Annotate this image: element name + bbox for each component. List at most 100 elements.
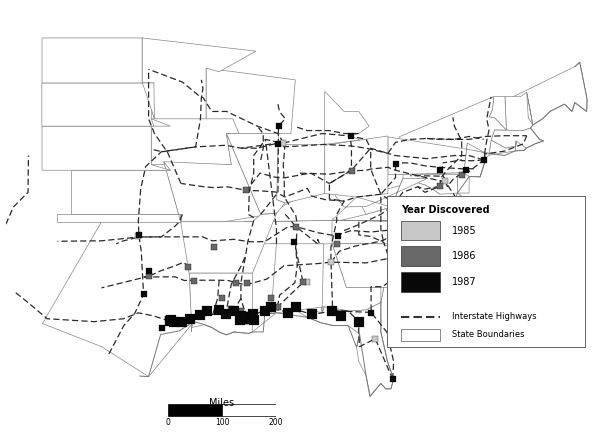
Point bbox=[236, 312, 246, 320]
Bar bbox=[168, 405, 222, 417]
Polygon shape bbox=[189, 273, 253, 335]
Polygon shape bbox=[255, 178, 428, 222]
Point bbox=[248, 311, 258, 318]
Point bbox=[307, 311, 317, 318]
Point bbox=[241, 316, 250, 323]
Polygon shape bbox=[164, 134, 277, 222]
Point bbox=[217, 295, 227, 302]
Polygon shape bbox=[226, 134, 285, 214]
Bar bbox=[401, 272, 440, 292]
Point bbox=[245, 312, 255, 320]
Point bbox=[214, 306, 224, 313]
Point bbox=[455, 228, 465, 235]
Polygon shape bbox=[332, 244, 417, 287]
Text: Year Discovered: Year Discovered bbox=[401, 205, 490, 215]
Point bbox=[291, 223, 301, 230]
Polygon shape bbox=[491, 128, 544, 148]
Point bbox=[242, 280, 252, 287]
Point bbox=[302, 279, 312, 286]
Bar bbox=[401, 247, 440, 266]
Point bbox=[273, 303, 283, 311]
Point bbox=[436, 245, 446, 252]
Point bbox=[260, 308, 269, 315]
Polygon shape bbox=[325, 91, 369, 144]
Polygon shape bbox=[489, 97, 506, 130]
Point bbox=[163, 315, 172, 322]
Point bbox=[479, 156, 488, 163]
Point bbox=[190, 277, 199, 284]
Bar bbox=[401, 329, 440, 341]
Point bbox=[241, 187, 251, 194]
Point bbox=[337, 312, 346, 320]
Point bbox=[328, 308, 337, 315]
Polygon shape bbox=[505, 92, 533, 130]
Point bbox=[326, 259, 336, 266]
Polygon shape bbox=[457, 173, 469, 193]
Polygon shape bbox=[461, 143, 485, 177]
Polygon shape bbox=[515, 141, 526, 151]
Point bbox=[354, 318, 364, 325]
Point bbox=[291, 303, 301, 311]
Point bbox=[235, 317, 245, 324]
Polygon shape bbox=[224, 244, 277, 332]
Point bbox=[169, 319, 178, 326]
Point bbox=[283, 309, 293, 316]
Point bbox=[422, 252, 431, 259]
Point bbox=[391, 224, 400, 231]
Point bbox=[157, 324, 167, 331]
Polygon shape bbox=[151, 119, 239, 165]
Point bbox=[134, 231, 144, 239]
Point bbox=[226, 306, 236, 313]
Point bbox=[166, 317, 175, 324]
Polygon shape bbox=[42, 83, 154, 126]
Point bbox=[266, 295, 275, 302]
Point bbox=[332, 240, 341, 247]
Text: Interstate Highways: Interstate Highways bbox=[452, 312, 537, 321]
Point bbox=[435, 167, 445, 174]
Point bbox=[165, 317, 175, 324]
Polygon shape bbox=[513, 62, 587, 125]
Point bbox=[139, 291, 148, 298]
Point bbox=[238, 315, 247, 322]
Polygon shape bbox=[271, 244, 324, 314]
Text: 1987: 1987 bbox=[452, 277, 477, 287]
Point bbox=[243, 315, 253, 322]
Text: 200: 200 bbox=[269, 418, 283, 427]
Text: Miles: Miles bbox=[209, 398, 235, 408]
Point bbox=[388, 376, 398, 383]
Polygon shape bbox=[403, 174, 466, 200]
Polygon shape bbox=[244, 220, 391, 222]
Polygon shape bbox=[58, 214, 181, 222]
Polygon shape bbox=[142, 38, 256, 134]
Polygon shape bbox=[399, 97, 506, 177]
Point bbox=[221, 311, 231, 318]
Polygon shape bbox=[42, 119, 170, 170]
Text: 1985: 1985 bbox=[452, 226, 477, 235]
Polygon shape bbox=[325, 136, 388, 197]
Point bbox=[244, 313, 254, 320]
Point bbox=[243, 315, 253, 322]
Point bbox=[195, 312, 205, 319]
Text: State Boundaries: State Boundaries bbox=[452, 331, 525, 340]
Point bbox=[275, 122, 284, 129]
Point bbox=[366, 309, 376, 316]
Point bbox=[461, 167, 471, 174]
Point bbox=[229, 308, 239, 315]
Polygon shape bbox=[332, 220, 462, 244]
Polygon shape bbox=[489, 140, 516, 155]
Polygon shape bbox=[43, 222, 194, 376]
Polygon shape bbox=[357, 178, 428, 214]
Point bbox=[239, 314, 249, 321]
Polygon shape bbox=[388, 137, 484, 174]
Point bbox=[144, 273, 154, 280]
Point bbox=[184, 263, 193, 270]
Text: 100: 100 bbox=[215, 418, 229, 427]
Point bbox=[236, 307, 246, 314]
Point bbox=[133, 233, 143, 240]
Point bbox=[203, 308, 212, 315]
Polygon shape bbox=[341, 178, 466, 221]
Point bbox=[243, 315, 253, 322]
Point bbox=[347, 133, 356, 140]
Text: 1986: 1986 bbox=[452, 251, 477, 261]
Point bbox=[178, 319, 187, 326]
